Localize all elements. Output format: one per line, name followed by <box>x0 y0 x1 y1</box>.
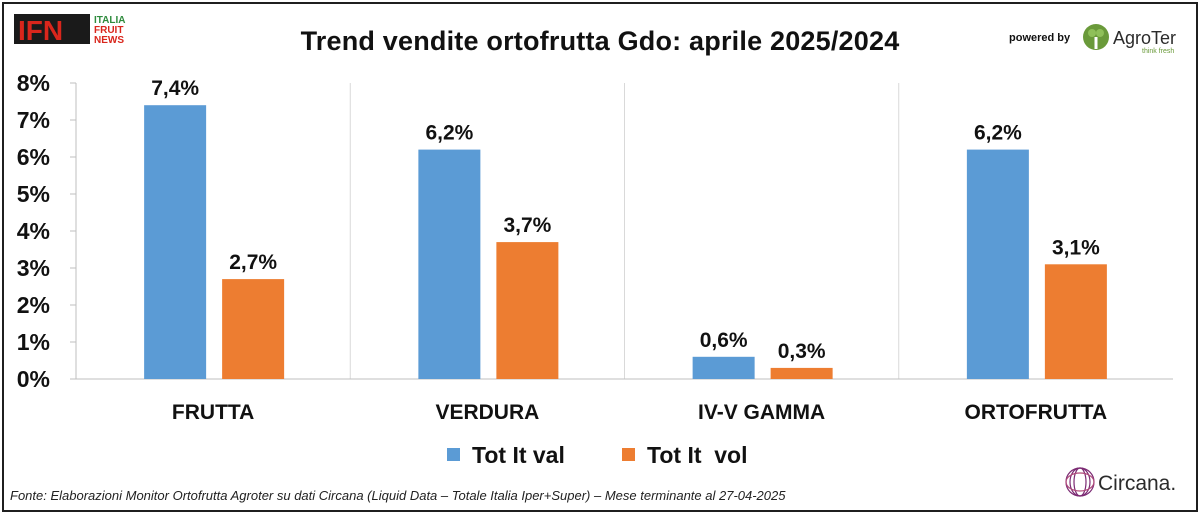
bar-val <box>144 105 207 379</box>
source-note: Fonte: Elaborazioni Monitor Ortofrutta A… <box>10 488 786 503</box>
circana-swirl-icon <box>1065 467 1095 497</box>
y-tick-label: 4% <box>17 218 50 244</box>
data-label: 6,2% <box>425 122 473 145</box>
ifn-logo: IFN ITALIA FRUIT NEWS <box>14 14 125 46</box>
legend-swatch-vol <box>622 448 635 462</box>
agroter-logo: AgroTer think fresh <box>1083 24 1176 55</box>
y-tick-label: 3% <box>17 255 50 281</box>
legend-label-vol: Tot It vol <box>647 442 748 468</box>
x-tick-label: VERDURA <box>435 401 539 424</box>
data-label: 0,3% <box>778 340 826 363</box>
bar-vol <box>1044 264 1107 379</box>
legend-swatch-val <box>447 448 460 462</box>
circana-logo: Circana. <box>1065 467 1176 497</box>
y-tick-label: 6% <box>17 144 50 170</box>
bar-vol <box>222 279 285 379</box>
ifn-logo-line-3: NEWS <box>94 35 124 46</box>
ifn-logo-background <box>14 14 90 44</box>
y-tick-label: 0% <box>17 366 50 392</box>
bar-vol <box>496 242 559 379</box>
ifn-logo-letters: IFN <box>18 15 63 46</box>
agroter-logo-name: AgroTer <box>1113 28 1176 48</box>
bar-val <box>418 149 481 379</box>
data-label: 3,1% <box>1052 236 1100 259</box>
x-tick-label: FRUTTA <box>172 401 254 424</box>
circana-logo-text: Circana. <box>1098 472 1176 495</box>
x-tick-label: IV-V GAMMA <box>698 401 825 424</box>
bar-val <box>692 356 755 379</box>
ifn-logo-line-2: FRUIT <box>94 25 123 36</box>
data-label: 0,6% <box>700 329 748 352</box>
legend-item-vol: Tot It vol <box>622 442 748 469</box>
data-label: 2,7% <box>229 251 277 274</box>
y-tick-label: 2% <box>17 292 50 318</box>
y-tick-label: 1% <box>17 329 50 355</box>
chart-title: Trend vendite ortofrutta Gdo: aprile 202… <box>300 26 900 56</box>
data-label: 3,7% <box>503 214 551 237</box>
legend-item-val: Tot It val <box>447 442 565 469</box>
y-tick-label: 5% <box>17 181 50 207</box>
data-label: 6,2% <box>974 122 1022 145</box>
y-tick-label: 7% <box>17 107 50 133</box>
powered-by-label: powered by <box>1009 32 1071 44</box>
bar-val <box>966 149 1029 379</box>
ifn-logo-line-1: ITALIA <box>94 15 125 26</box>
legend-label-val: Tot It val <box>472 442 565 468</box>
data-label: 7,4% <box>151 77 199 100</box>
bar-vol <box>770 367 833 379</box>
y-tick-label: 8% <box>17 70 50 96</box>
x-tick-label: ORTOFRUTTA <box>965 401 1108 424</box>
agroter-logo-tagline: think fresh <box>1142 48 1174 55</box>
